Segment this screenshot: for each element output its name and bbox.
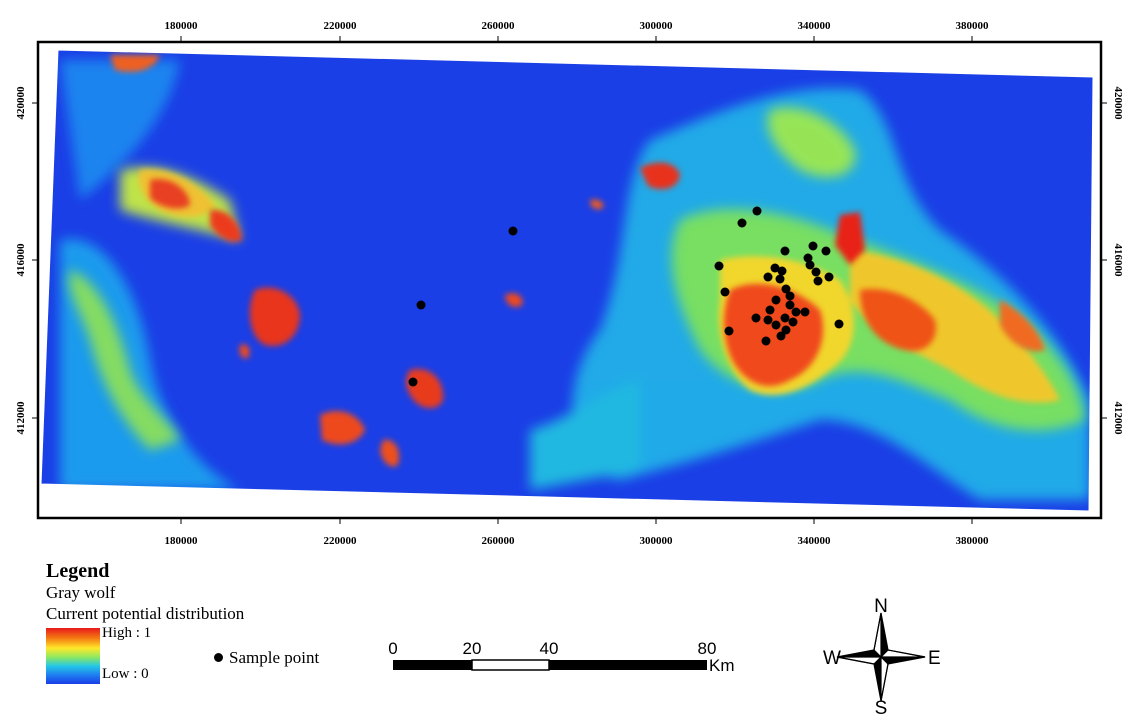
compass-w: W xyxy=(823,648,841,669)
sample-label: Sample point xyxy=(229,648,320,667)
axis-ticks xyxy=(32,36,1107,524)
compass-n: N xyxy=(874,596,888,617)
x-tick-bottom-1: 180000 xyxy=(165,535,199,547)
x-tick-bottom-5: 340000 xyxy=(798,535,832,547)
sample-point-icon xyxy=(214,653,223,662)
x-tick-top-2: 220000 xyxy=(324,20,358,32)
x-tick-top-4: 300000 xyxy=(640,20,674,32)
y-tick-left-2: 416000 xyxy=(15,243,27,277)
y-tick-right-3: 412000 xyxy=(1112,402,1123,436)
x-tick-top-3: 260000 xyxy=(482,20,516,32)
legend-layer: Current potential distribution xyxy=(46,604,245,623)
legend-ramp-row: High : 1 Low : 0 Sample point xyxy=(46,625,319,684)
scale-unit: Km xyxy=(709,656,735,675)
ramp-low-label: Low : 0 xyxy=(102,666,149,682)
x-tick-top-6: 380000 xyxy=(956,20,990,32)
scale-bar: 0 20 40 80 Km xyxy=(388,639,734,675)
compass-s: S xyxy=(875,698,888,716)
compass-icon xyxy=(836,612,926,702)
y-tick-left-1: 420000 xyxy=(15,86,27,120)
ramp-high-label: High : 1 xyxy=(102,625,152,641)
y-tick-right-1: 420000 xyxy=(1112,87,1123,121)
compass-e: E xyxy=(928,648,941,669)
legend: Legend Gray wolf Current potential distr… xyxy=(46,560,319,684)
x-tick-bottom-3: 260000 xyxy=(482,535,516,547)
legend-sample: Sample point xyxy=(214,648,319,668)
y-tick-left-3: 412000 xyxy=(15,401,27,435)
scale-label-0: 0 xyxy=(388,639,397,658)
x-tick-top-1: 180000 xyxy=(165,20,199,32)
legend-species: Gray wolf xyxy=(46,583,116,602)
color-ramp xyxy=(46,628,100,684)
y-tick-right-2: 416000 xyxy=(1112,244,1123,278)
scale-label-20: 20 xyxy=(463,639,482,658)
x-tick-bottom-6: 380000 xyxy=(956,535,990,547)
suitability-raster xyxy=(41,50,1093,511)
scale-label-80: 80 xyxy=(698,639,717,658)
legend-title: Legend xyxy=(46,560,110,582)
x-tick-bottom-2: 220000 xyxy=(324,535,358,547)
x-tick-bottom-4: 300000 xyxy=(640,535,674,547)
scale-label-40: 40 xyxy=(540,639,559,658)
sample-points xyxy=(408,206,844,387)
x-tick-top-5: 340000 xyxy=(798,20,832,32)
